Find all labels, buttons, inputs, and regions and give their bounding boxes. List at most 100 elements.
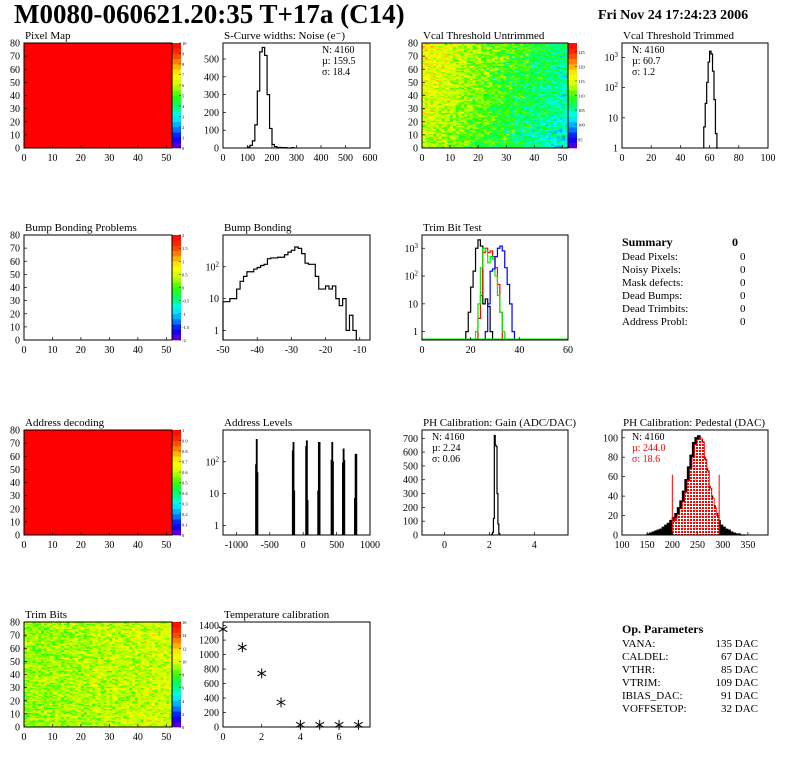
heatmap-cell — [542, 91, 546, 94]
heatmap-cell — [525, 44, 530, 47]
heatmap-cell — [486, 123, 490, 125]
heatmap-cell — [497, 52, 502, 54]
heatmap-cell — [480, 49, 485, 52]
heatmap-cell — [472, 137, 476, 140]
heatmap-cell — [545, 75, 549, 78]
heatmap-cell — [511, 92, 516, 95]
heatmap-cell — [24, 627, 28, 629]
heatmap-cell — [537, 113, 541, 116]
heatmap-cell — [509, 140, 513, 142]
heatmap-cell — [565, 103, 569, 106]
heatmap-cell — [24, 716, 28, 719]
heatmap-cell — [548, 46, 552, 49]
heatmap-cell — [466, 66, 471, 69]
heatmap-cell — [562, 120, 566, 123]
heatmap-cell — [553, 128, 558, 131]
heatmap-cell — [556, 44, 560, 47]
heatmap-cell — [475, 134, 479, 137]
heatmap-cell — [427, 92, 431, 95]
heatmap-cell — [509, 92, 513, 95]
heatmap-cell — [458, 137, 462, 140]
heatmap-cell — [528, 111, 532, 113]
heatmap-cell — [542, 54, 546, 57]
heatmap-cell — [452, 102, 457, 104]
heatmap-cell — [441, 54, 445, 57]
heatmap-cell — [438, 86, 443, 89]
heatmap-cell — [430, 133, 434, 136]
heatmap-cell — [559, 57, 563, 60]
heatmap-cell — [427, 138, 431, 141]
heatmap-cell — [424, 92, 429, 95]
heatmap-cell — [503, 66, 507, 69]
heatmap-cell — [514, 145, 518, 148]
heatmap-cell — [466, 128, 471, 131]
heatmap-cell — [503, 53, 507, 56]
heatmap-cell — [472, 127, 476, 129]
heatmap-cell — [475, 141, 479, 144]
heatmap-cell — [520, 127, 524, 129]
heatmap-cell — [464, 86, 468, 89]
heatmap-cell — [562, 119, 566, 121]
heatmap-cell — [427, 91, 431, 94]
heatmap-cell — [556, 134, 560, 137]
heatmap-cell — [478, 121, 482, 124]
colorbar-band — [172, 271, 181, 278]
heatmap-cell — [444, 96, 448, 99]
heatmap-cell — [430, 83, 434, 86]
heatmap-cell — [433, 108, 437, 111]
heatmap-cell — [517, 49, 521, 52]
heatmap-cell — [424, 86, 429, 89]
heatmap-cell — [24, 650, 28, 653]
heatmap-cell — [472, 53, 476, 56]
heatmap-cell — [26, 644, 31, 647]
heatmap-cell — [422, 144, 426, 146]
heatmap-cell — [450, 116, 454, 119]
heatmap-cell — [486, 58, 490, 61]
heatmap-cell — [525, 91, 530, 94]
heatmap-cell — [452, 82, 457, 85]
heatmap-cell — [506, 88, 510, 91]
heatmap-cell — [565, 141, 569, 144]
heatmap-cell — [464, 92, 468, 95]
heatmap-cell — [430, 81, 434, 83]
heatmap-cell — [450, 112, 454, 115]
heatmap-cell — [503, 70, 507, 73]
heatmap-cell — [441, 53, 445, 56]
heatmap-cell — [514, 67, 518, 70]
heatmap-cell — [525, 54, 530, 57]
heatmap-cell — [455, 74, 459, 77]
heatmap-cell — [489, 137, 493, 140]
heatmap-cell — [565, 121, 569, 124]
heatmap-cell — [424, 74, 429, 77]
heatmap-cell — [562, 82, 566, 85]
heatmap-cell — [542, 96, 546, 99]
heatmap-cell — [475, 53, 479, 56]
heatmap-cell — [436, 43, 440, 45]
heatmap-cell — [559, 56, 563, 58]
heatmap-cell — [556, 117, 560, 120]
heatmap-cell — [430, 88, 434, 91]
heatmap-cell — [444, 130, 448, 133]
heatmap-cell — [483, 133, 487, 136]
colorbar-band — [172, 487, 181, 494]
heatmap-cell — [565, 67, 569, 70]
heatmap-cell — [464, 65, 468, 68]
heatmap-cell — [539, 141, 544, 144]
heatmap-cell — [452, 136, 457, 138]
heatmap-cell — [436, 120, 440, 123]
heatmap-cell — [24, 645, 28, 648]
x-tick-label: 30 — [501, 153, 511, 164]
histogram-series — [465, 239, 494, 340]
colorbar-band — [172, 111, 181, 117]
heatmap-cell — [525, 142, 530, 145]
heatmap-cell — [450, 107, 454, 110]
heatmap-cell — [447, 144, 451, 146]
heatmap-cell — [424, 140, 429, 142]
heatmap-cell — [447, 133, 451, 136]
heatmap-cell — [514, 134, 518, 137]
heatmap-cell — [517, 85, 521, 87]
heatmap-cell — [495, 123, 499, 125]
heatmap-cell — [458, 73, 462, 75]
